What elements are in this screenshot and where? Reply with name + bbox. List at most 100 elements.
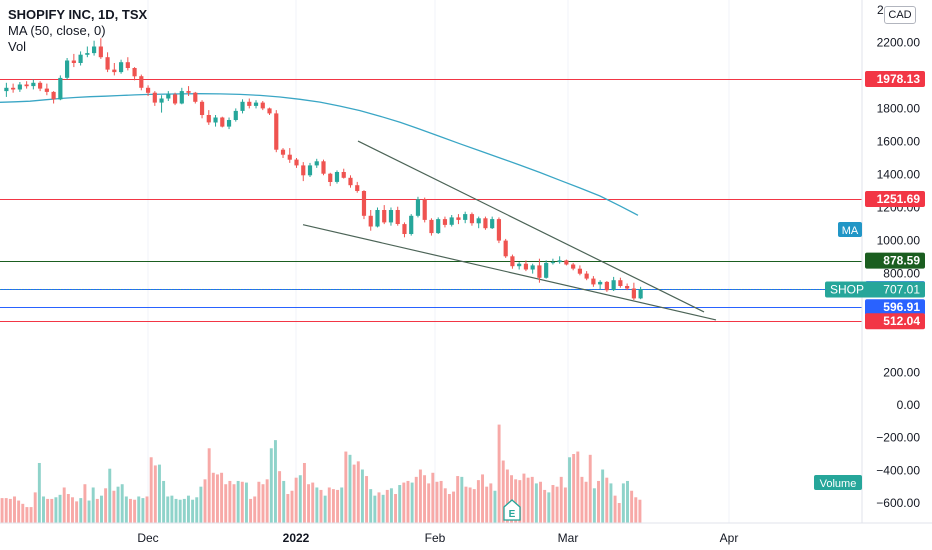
candle-body[interactable] bbox=[510, 256, 515, 267]
candle-body[interactable] bbox=[395, 210, 400, 224]
candle-body[interactable] bbox=[355, 185, 360, 191]
candle-body[interactable] bbox=[517, 263, 522, 267]
candle-body[interactable] bbox=[422, 199, 427, 220]
candle-body[interactable] bbox=[530, 265, 535, 270]
candle-body[interactable] bbox=[415, 199, 421, 216]
candle-body[interactable] bbox=[166, 94, 171, 99]
level-badge-1[interactable]: 1251.69 bbox=[865, 191, 925, 207]
candle-body[interactable] bbox=[240, 101, 245, 111]
candle-body[interactable] bbox=[274, 113, 279, 150]
candle-body[interactable] bbox=[58, 77, 63, 100]
candle-body[interactable] bbox=[442, 219, 448, 225]
candle-body[interactable] bbox=[577, 268, 582, 274]
candle-body[interactable] bbox=[139, 76, 144, 88]
candle-body[interactable] bbox=[496, 219, 502, 241]
earnings-marker[interactable]: E bbox=[503, 499, 521, 521]
candle-body[interactable] bbox=[145, 87, 151, 93]
candle-body[interactable] bbox=[294, 159, 299, 166]
candle-body[interactable] bbox=[31, 82, 36, 87]
candle-body[interactable] bbox=[152, 92, 157, 103]
trendline-0[interactable] bbox=[357, 140, 705, 313]
candle-body[interactable] bbox=[260, 102, 265, 109]
candle-body[interactable] bbox=[301, 165, 306, 176]
candle-body[interactable] bbox=[557, 260, 562, 263]
candle-body[interactable] bbox=[65, 60, 70, 78]
candle-body[interactable] bbox=[604, 281, 609, 291]
candle-body[interactable] bbox=[118, 62, 124, 73]
candle-body[interactable] bbox=[125, 62, 130, 68]
candle-body[interactable] bbox=[321, 161, 326, 174]
currency-button[interactable]: CAD bbox=[884, 6, 916, 24]
candle-body[interactable] bbox=[71, 60, 76, 64]
candle-body[interactable] bbox=[233, 110, 238, 120]
candle-body[interactable] bbox=[361, 191, 367, 216]
candle-body[interactable] bbox=[564, 260, 569, 265]
candle-body[interactable] bbox=[571, 264, 576, 269]
candle-body[interactable] bbox=[436, 219, 441, 234]
candle-body[interactable] bbox=[382, 210, 387, 223]
level-badge-5[interactable]: 512.04 bbox=[865, 313, 925, 330]
candle-body[interactable] bbox=[38, 82, 43, 89]
candle-body[interactable] bbox=[375, 210, 380, 227]
candle-body[interactable] bbox=[11, 87, 16, 90]
level-badge-0[interactable]: 1978.13 bbox=[865, 71, 925, 87]
candle-body[interactable] bbox=[429, 219, 434, 234]
candle-body[interactable] bbox=[112, 69, 117, 73]
candle-body[interactable] bbox=[611, 280, 616, 291]
candle-body[interactable] bbox=[537, 265, 542, 278]
ma50-line[interactable] bbox=[0, 93, 639, 216]
candle-body[interactable] bbox=[267, 108, 272, 114]
candle-body[interactable] bbox=[469, 214, 475, 224]
candle-body[interactable] bbox=[253, 102, 259, 106]
candle-body[interactable] bbox=[598, 281, 603, 285]
candle-body[interactable] bbox=[206, 115, 211, 123]
candle-body[interactable] bbox=[307, 165, 313, 176]
candle-body[interactable] bbox=[51, 91, 56, 100]
candle-body[interactable] bbox=[44, 88, 49, 92]
candle-body[interactable] bbox=[314, 161, 319, 166]
candle-body[interactable] bbox=[591, 278, 596, 285]
candle-body[interactable] bbox=[348, 177, 353, 186]
candle-body[interactable] bbox=[456, 217, 461, 220]
ma-badge[interactable]: MA bbox=[838, 222, 862, 237]
candle-body[interactable] bbox=[199, 101, 205, 115]
candle-body[interactable] bbox=[550, 262, 555, 264]
candle-body[interactable] bbox=[280, 149, 286, 155]
candle-body[interactable] bbox=[476, 218, 481, 224]
candle-body[interactable] bbox=[17, 84, 22, 90]
candle-body[interactable] bbox=[92, 46, 97, 54]
candle-body[interactable] bbox=[98, 46, 103, 58]
candle-body[interactable] bbox=[638, 289, 643, 299]
candle-body[interactable] bbox=[334, 172, 340, 182]
candle-body[interactable] bbox=[132, 68, 137, 77]
candle-body[interactable] bbox=[159, 98, 164, 103]
last-price-badge[interactable]: SHOP 707.01 bbox=[825, 281, 925, 298]
legend-vol[interactable]: Vol bbox=[8, 39, 27, 54]
candle-body[interactable] bbox=[402, 224, 407, 234]
candle-body[interactable] bbox=[503, 240, 508, 257]
candle-body[interactable] bbox=[463, 214, 468, 220]
level-badge-4[interactable]: 596.91 bbox=[865, 299, 925, 316]
candle-body[interactable] bbox=[193, 92, 198, 102]
candle-body[interactable] bbox=[4, 87, 9, 92]
candle-body[interactable] bbox=[368, 215, 373, 227]
candle-body[interactable] bbox=[105, 57, 110, 70]
legend-title[interactable]: SHOPIFY INC, 1D, TSX bbox=[8, 7, 148, 22]
candle-body[interactable] bbox=[388, 210, 394, 223]
candle-body[interactable] bbox=[584, 273, 589, 279]
candle-body[interactable] bbox=[618, 280, 623, 286]
candle-body[interactable] bbox=[631, 288, 636, 299]
candle-body[interactable] bbox=[483, 218, 488, 229]
candle-body[interactable] bbox=[78, 54, 83, 63]
candle-body[interactable] bbox=[85, 53, 90, 55]
candle-body[interactable] bbox=[328, 173, 333, 182]
candle-body[interactable] bbox=[341, 172, 346, 178]
candle-body[interactable] bbox=[490, 219, 495, 229]
candle-body[interactable] bbox=[226, 120, 232, 127]
candle-body[interactable] bbox=[449, 217, 454, 225]
candle-body[interactable] bbox=[220, 117, 225, 127]
candle-body[interactable] bbox=[179, 91, 184, 104]
candle-body[interactable] bbox=[24, 84, 29, 87]
candle-body[interactable] bbox=[247, 101, 252, 106]
